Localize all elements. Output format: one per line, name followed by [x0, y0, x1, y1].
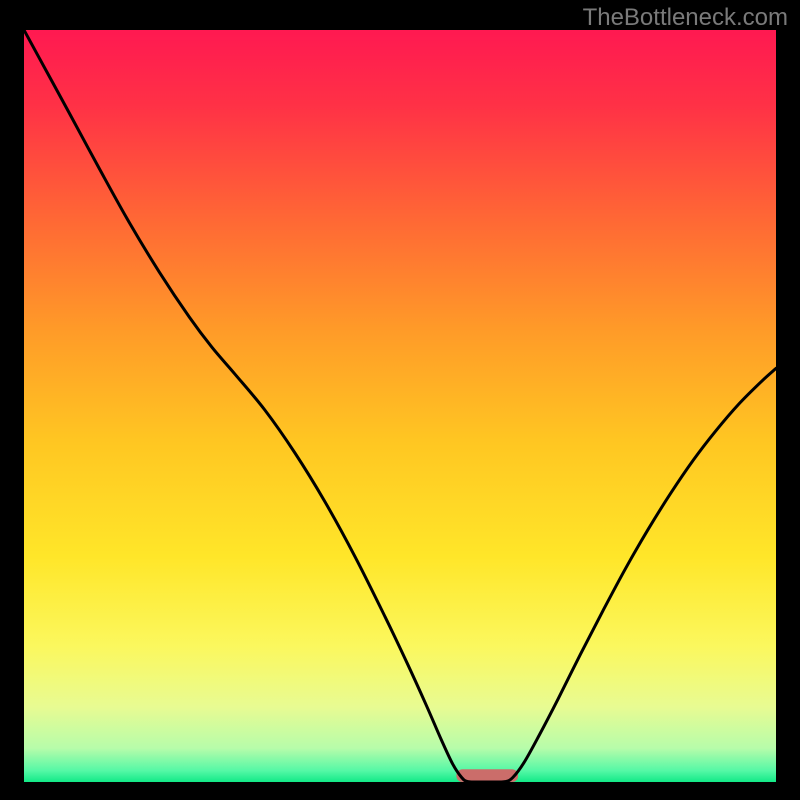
plot-area: [24, 30, 776, 782]
watermark-text: TheBottleneck.com: [583, 4, 788, 32]
bottleneck-curve: [24, 30, 776, 782]
chart-svg: [24, 30, 776, 782]
